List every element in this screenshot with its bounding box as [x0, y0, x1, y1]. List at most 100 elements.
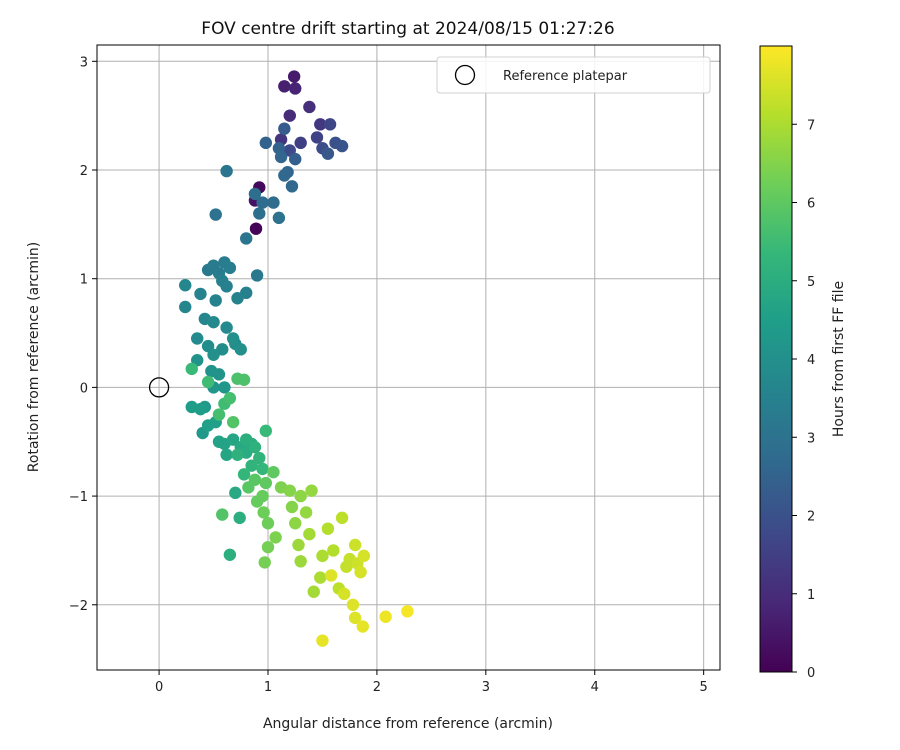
colorbar-gradient — [759, 45, 793, 673]
data-point — [256, 196, 269, 209]
data-point — [357, 549, 371, 563]
data-point — [179, 279, 192, 292]
data-point — [212, 408, 226, 421]
colorbar-tick-label: 0 — [807, 666, 815, 681]
data-point — [321, 147, 335, 160]
data-point — [229, 486, 242, 500]
data-point — [323, 118, 337, 131]
data-point — [179, 300, 192, 314]
data-point — [248, 440, 262, 454]
colorbar-tick-label: 3 — [807, 431, 815, 446]
x-tick-label: 3 — [482, 680, 490, 695]
data-point — [314, 571, 327, 584]
data-point — [379, 610, 392, 623]
colorbar-tick-label: 2 — [807, 510, 815, 525]
data-point — [289, 82, 302, 95]
data-point — [348, 611, 362, 625]
data-point — [194, 287, 207, 301]
colorbar: 0 1 2 3 4 5 6 7 Hours from first FF file — [759, 45, 847, 681]
colorbar-ticks: 0 1 2 3 4 5 6 7 — [792, 118, 815, 681]
y-axis-ticks: −2 −1 0 1 2 3 — [69, 55, 97, 614]
data-point — [267, 196, 280, 209]
data-point — [194, 402, 207, 416]
data-point — [287, 70, 301, 83]
data-point — [253, 207, 266, 220]
colorbar-tick-label: 1 — [807, 588, 815, 603]
legend-box — [436, 56, 711, 94]
data-point — [316, 634, 329, 647]
data-point — [237, 468, 251, 481]
data-point — [324, 569, 338, 582]
data-point — [346, 598, 360, 611]
data-point — [278, 169, 291, 182]
y-axis-label: Rotation from reference (arcmin) — [26, 242, 42, 472]
data-point — [272, 211, 286, 225]
data-point — [278, 80, 291, 93]
data-point — [285, 500, 299, 514]
data-point — [316, 549, 329, 563]
data-point — [283, 109, 296, 122]
data-point — [283, 484, 296, 497]
data-point — [240, 433, 253, 446]
data-point — [223, 261, 237, 275]
x-tick-label: 2 — [373, 680, 381, 695]
colorbar-tick-label: 4 — [807, 353, 815, 368]
data-point — [212, 368, 226, 381]
data-point — [226, 415, 240, 429]
data-points — [179, 70, 414, 647]
data-point — [259, 424, 273, 438]
data-point — [307, 585, 320, 598]
data-point — [245, 459, 258, 472]
data-point — [209, 208, 222, 221]
data-point — [248, 187, 262, 201]
data-point — [289, 517, 302, 530]
data-point — [314, 118, 327, 131]
x-axis-ticks: 0 1 2 3 4 5 — [155, 670, 708, 695]
data-point — [191, 332, 204, 345]
data-point — [231, 292, 244, 305]
data-point — [294, 555, 307, 568]
data-point — [321, 522, 335, 535]
data-point — [299, 506, 313, 519]
y-tick-label: 2 — [80, 164, 88, 179]
data-point — [327, 544, 340, 557]
x-axis-label: Angular distance from reference (arcmin) — [263, 716, 553, 732]
data-point — [269, 531, 282, 544]
data-point — [294, 136, 307, 150]
legend-entry-reference: Reference platepar — [503, 69, 628, 84]
data-point — [220, 164, 233, 178]
data-point — [310, 131, 324, 144]
data-point — [233, 511, 246, 525]
data-point — [259, 476, 273, 490]
y-tick-label: 1 — [80, 273, 88, 288]
data-point — [223, 392, 237, 405]
data-point — [201, 375, 215, 389]
data-point — [234, 343, 247, 356]
colorbar-tick-label: 7 — [807, 118, 815, 133]
colorbar-tick-label: 6 — [807, 197, 815, 212]
data-point — [185, 362, 198, 376]
grid-lines — [97, 45, 720, 670]
legend: Reference platepar — [436, 56, 711, 94]
data-point — [253, 451, 266, 465]
data-point — [220, 280, 233, 293]
x-tick-label: 0 — [155, 680, 163, 695]
data-point — [274, 150, 288, 164]
chart-title: FOV centre drift starting at 2024/08/15 … — [201, 19, 614, 39]
data-point — [226, 332, 240, 345]
data-point — [216, 508, 229, 521]
plot-frame — [96, 44, 721, 671]
data-point — [289, 152, 302, 166]
reference-marker — [148, 377, 170, 398]
data-point — [207, 348, 220, 361]
data-point — [292, 538, 305, 552]
data-point — [356, 620, 369, 633]
y-tick-label: 3 — [80, 55, 88, 70]
reference-marker-group — [148, 377, 170, 398]
data-point — [259, 136, 273, 150]
colorbar-label: Hours from first FF file — [831, 281, 847, 437]
data-point — [267, 465, 280, 479]
data-point — [231, 448, 244, 461]
data-point — [261, 540, 275, 554]
data-point — [401, 605, 414, 618]
